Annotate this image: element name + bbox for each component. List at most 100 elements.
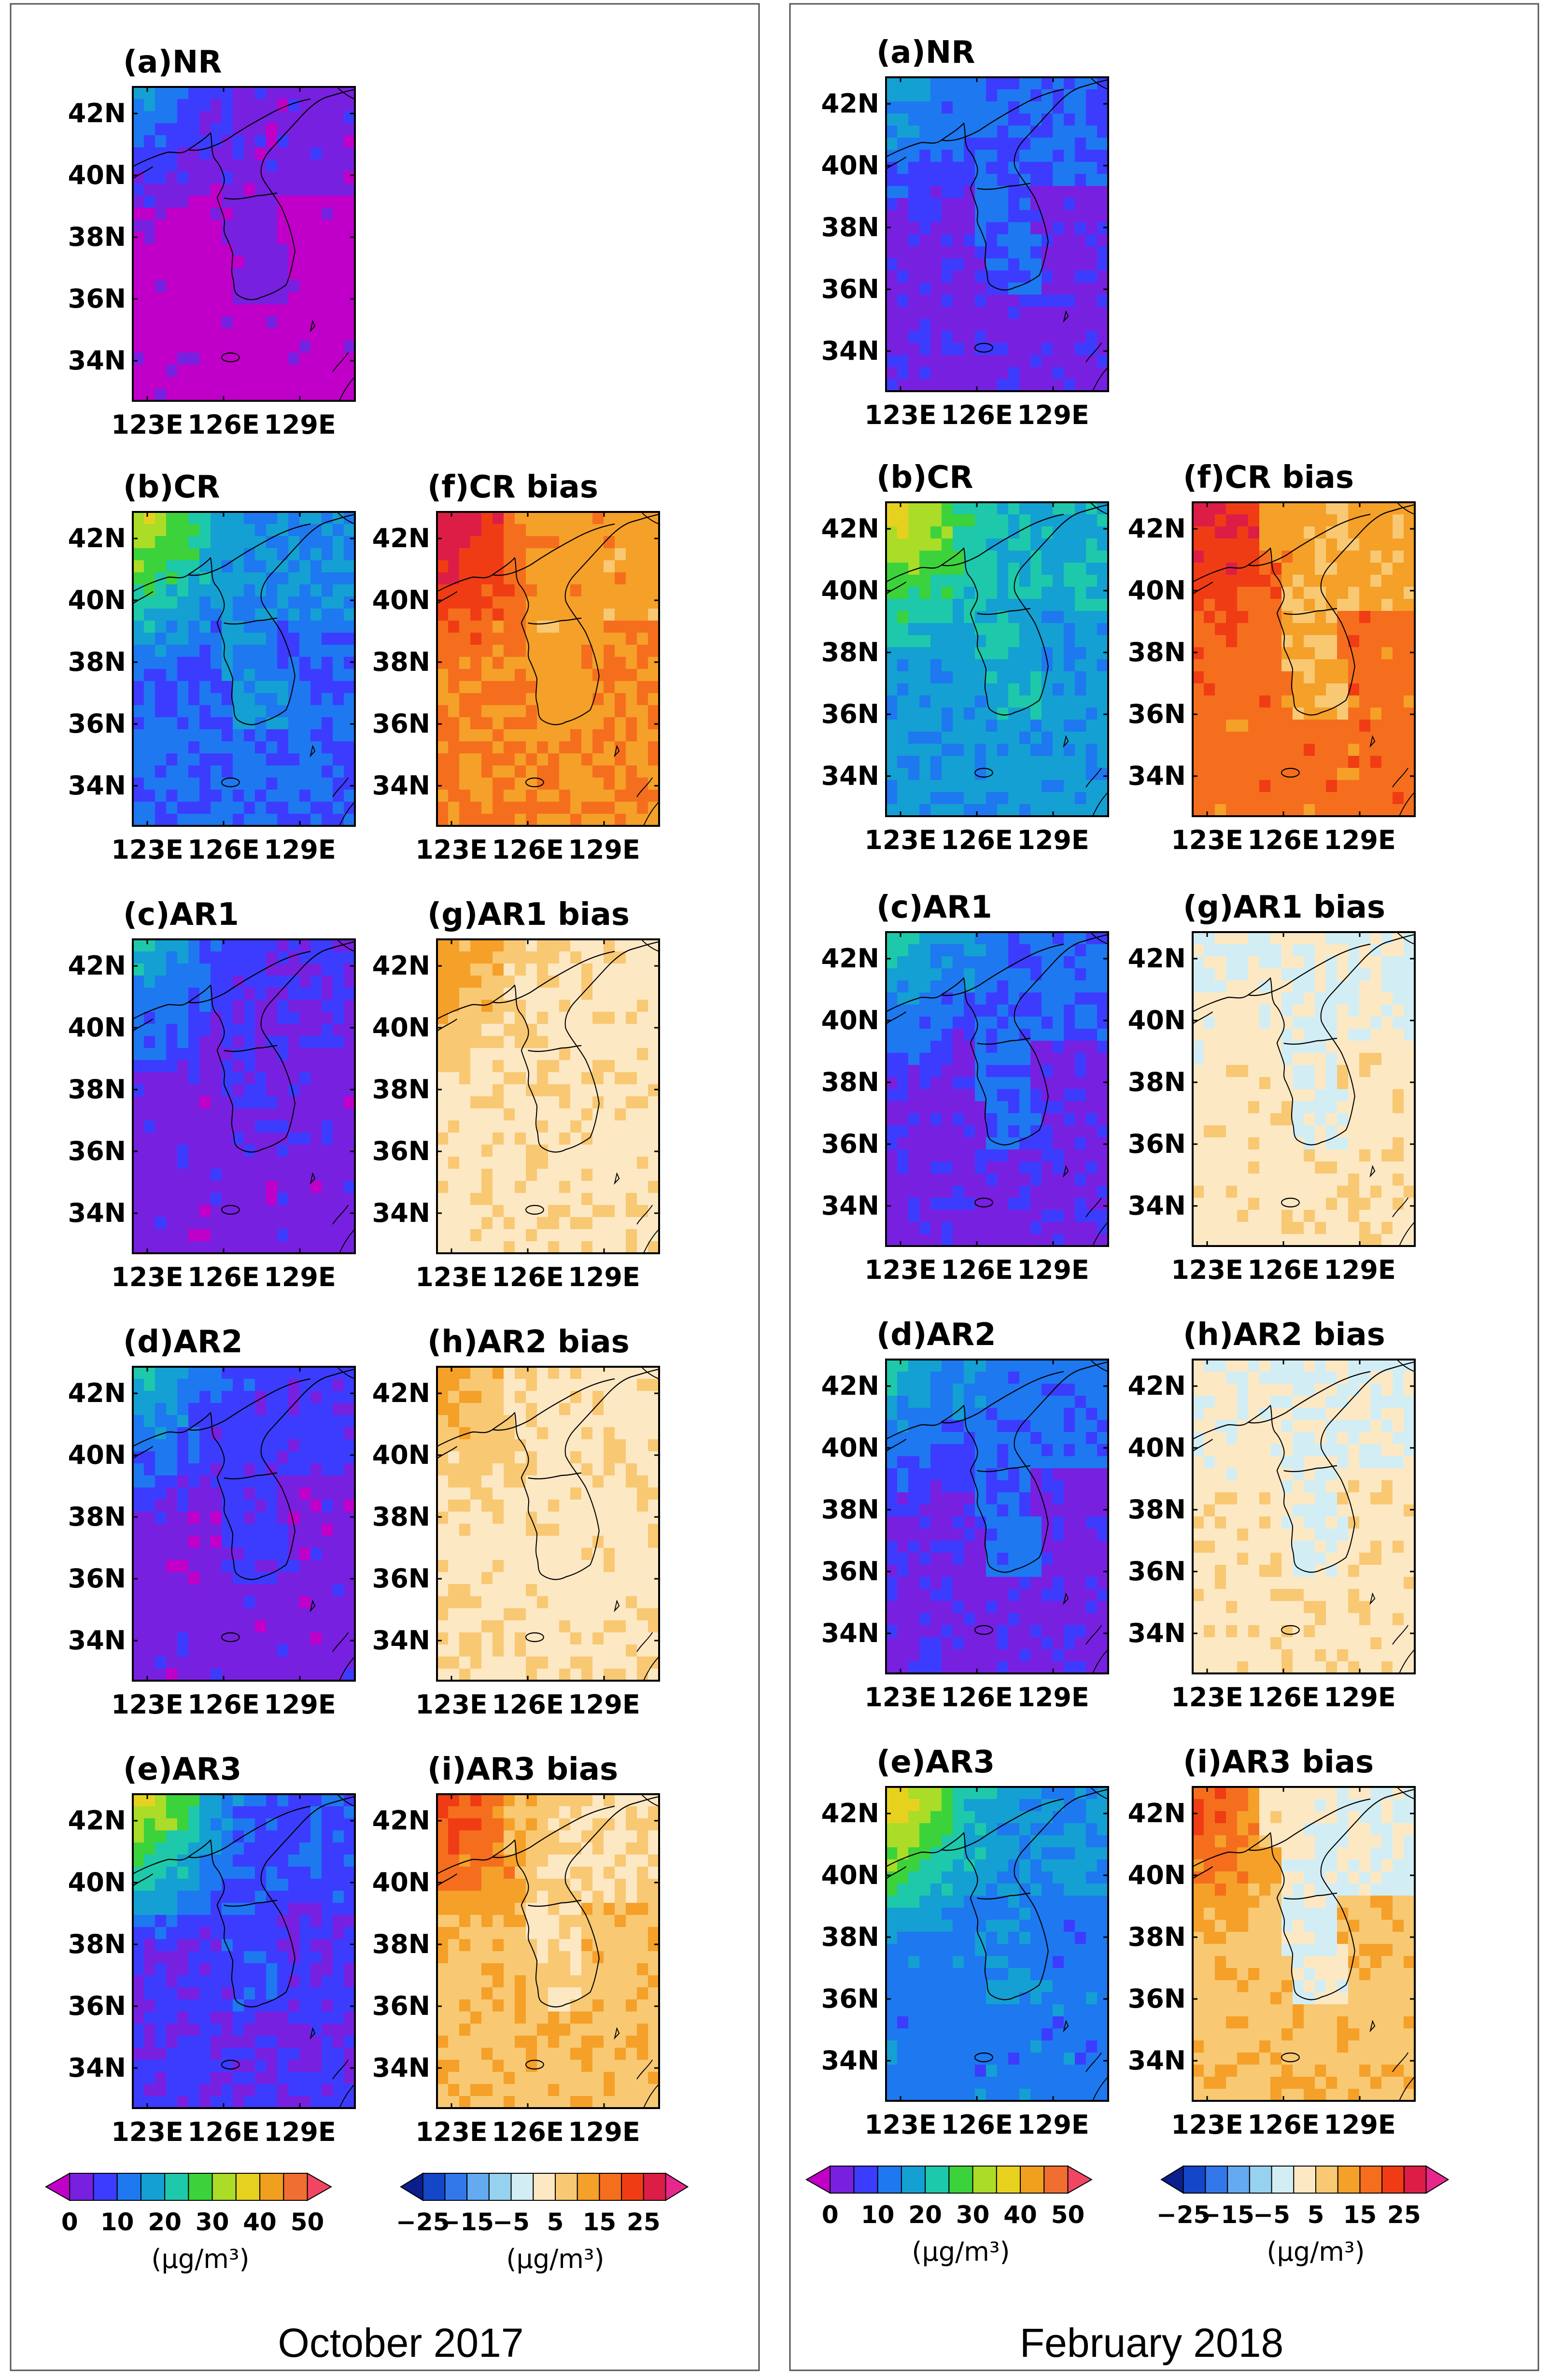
colorbar-swatch (164, 2173, 189, 2201)
lat-tick-label: 40N (68, 160, 126, 190)
colorbar-swatch (1381, 2166, 1405, 2194)
colorbar-max-arrow (1067, 2165, 1093, 2194)
lat-tick-label: 38N (821, 1494, 879, 1525)
lat-tick-label: 36N (68, 1991, 126, 2021)
lat-tick-label: 34N (821, 761, 879, 791)
lat-tick-label: 38N (68, 1074, 126, 1105)
lat-tick-label: 40N (1128, 1005, 1186, 1035)
colorbar-min-arrow (1160, 2165, 1184, 2194)
colorbar-swatch (259, 2173, 284, 2201)
map-frame (436, 938, 660, 1254)
lat-tick-label: 38N (1128, 1494, 1186, 1525)
panel-a-feb: (a)NR 42N 40N 38N 36N 34N 123E 126E 129E (821, 35, 1109, 430)
lat-tick-label: 34N (68, 1625, 126, 1656)
lon-tick-label: 123E (415, 2117, 488, 2147)
panel-title: (h)AR2 bias (427, 1324, 630, 1360)
lon-tick-label: 123E (111, 1689, 183, 1720)
lat-tick-label: 42N (372, 950, 430, 981)
lat-tick-label: 34N (821, 1618, 879, 1648)
colorbar-label: −15 (440, 2208, 493, 2236)
lat-tick-label: 36N (1128, 699, 1186, 729)
field-map (437, 1367, 659, 1681)
panel-title: (d)AR2 (876, 1317, 996, 1353)
lat-tick-label: 34N (68, 770, 126, 801)
lon-tick-label: 129E (1324, 1682, 1396, 1713)
lat-tick-label: 34N (372, 1625, 430, 1656)
lat-tick-label: 40N (68, 585, 126, 615)
lat-tick-label: 38N (1128, 1067, 1186, 1097)
lon-tick-label: 126E (187, 410, 260, 440)
period-label-october-2017: October 2017 (278, 2320, 523, 2366)
colorbar-swatch (188, 2173, 213, 2201)
lon-tick-label: 123E (1171, 1255, 1243, 1285)
colorbar-label: −25 (1156, 2201, 1210, 2229)
lat-tick-label: 42N (821, 88, 879, 119)
colorbar-label: 5 (547, 2208, 564, 2236)
lat-tick-label: 36N (821, 1129, 879, 1159)
colorbar-label: 25 (627, 2208, 661, 2236)
lat-tick-label: 42N (68, 523, 126, 553)
field-map (133, 939, 355, 1253)
colorbar-label: 10 (861, 2201, 895, 2229)
map-frame (132, 938, 356, 1254)
colorbar-label: 30 (196, 2208, 229, 2236)
colorbar-label: −25 (396, 2208, 450, 2236)
lon-tick-label: 123E (864, 400, 937, 430)
colorbar-label: 40 (1003, 2201, 1037, 2229)
panel-title: (a)NR (123, 44, 222, 80)
lon-tick-label: 129E (568, 1262, 640, 1292)
panel-h-oct: (h)AR2 bias 42N 40N 38N 36N 34N 123E 126E 129E (372, 1324, 660, 1720)
colorbar-swatch (830, 2166, 855, 2194)
lon-tick-label: 123E (1171, 1682, 1243, 1713)
lat-tick-label: 40N (372, 1867, 430, 1898)
lon-tick-label: 126E (941, 400, 1013, 430)
field-map (437, 939, 659, 1253)
lat-tick-label: 42N (821, 513, 879, 544)
panel-title: (d)AR2 (123, 1324, 243, 1360)
colorbar-swatch (577, 2173, 600, 2201)
panel-b-feb: (b)CR 42N 40N 38N 36N 34N 123E 126E 129E (821, 460, 1109, 855)
field-map (1193, 932, 1415, 1246)
colorbar-label: 50 (1051, 2201, 1085, 2229)
colorbar-swatch (116, 2173, 141, 2201)
lat-tick-label: 38N (821, 212, 879, 242)
map-frame (1192, 1359, 1416, 1674)
lon-tick-label: 123E (415, 1689, 488, 1720)
colorbar-swatch (444, 2173, 468, 2201)
panel-i-feb: (i)AR3 bias 42N 40N 38N 36N 34N 123E 126E 129E (1128, 1744, 1416, 2140)
panel-title: (h)AR2 bias (1183, 1317, 1385, 1353)
lat-tick-label: 42N (68, 950, 126, 981)
lat-tick-label: 36N (68, 283, 126, 314)
colorbar-label: 10 (100, 2208, 134, 2236)
panel-title: (e)AR3 (876, 1744, 995, 1780)
lat-tick-label: 42N (372, 1378, 430, 1408)
lon-tick-label: 126E (492, 1689, 564, 1720)
lat-tick-label: 38N (821, 1922, 879, 1952)
lat-tick-label: 34N (372, 770, 430, 801)
colorbar-label: 40 (243, 2208, 277, 2236)
colorbar-units: (μg/m³) (912, 2237, 1010, 2267)
colorbar-swatch (93, 2173, 118, 2201)
colorbar-swatch (853, 2166, 878, 2194)
lat-tick-label: 36N (821, 699, 879, 729)
lon-tick-label: 126E (941, 825, 1013, 855)
map-frame (1192, 501, 1416, 817)
colorbar-swatch (948, 2166, 973, 2194)
lat-tick-label: 34N (68, 2053, 126, 2083)
lat-tick-label: 40N (1128, 1860, 1186, 1890)
colorbar-units: (μg/m³) (151, 2244, 249, 2274)
lon-tick-label: 129E (1017, 1682, 1089, 1713)
lat-tick-label: 42N (68, 1378, 126, 1408)
colorbar-label: 20 (148, 2208, 182, 2236)
lon-tick-label: 129E (568, 1689, 640, 1720)
panel-g-oct: (g)AR1 bias 42N 40N 38N 36N 34N 123E 126E 129E (372, 897, 660, 1292)
colorbar-label: 0 (822, 2201, 839, 2229)
colorbar-swatch (422, 2173, 446, 2201)
panel-e-oct: (e)AR3 42N 40N 38N 36N 34N 123E 126E 129E (68, 1752, 356, 2147)
lat-tick-label: 36N (372, 1136, 430, 1166)
colorbar-concentration-feb: 0 10 20 30 40 50 (μg/m³) (805, 2165, 1093, 2267)
lat-tick-label: 42N (372, 1805, 430, 1836)
lon-tick-label: 129E (1324, 1255, 1396, 1285)
